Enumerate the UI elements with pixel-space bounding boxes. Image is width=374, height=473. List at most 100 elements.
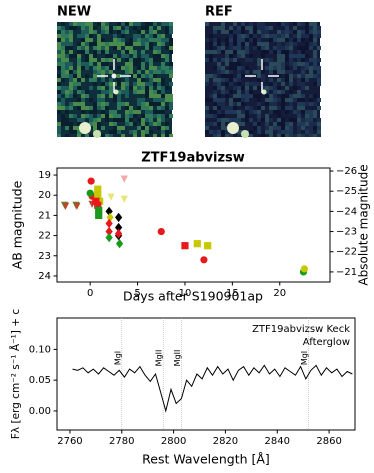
pixel (145, 58, 149, 62)
pixel (237, 94, 241, 98)
pixel (289, 46, 293, 50)
pixel (109, 66, 113, 70)
data-point (181, 242, 189, 250)
x-tick-label: 0 (87, 288, 93, 299)
pixel (141, 102, 145, 106)
x-tick-label: 5 (134, 288, 140, 299)
pixel (249, 34, 253, 38)
pixel (85, 30, 89, 34)
pixel (69, 126, 73, 130)
pixel (213, 114, 217, 118)
pixel (165, 106, 169, 110)
y2-tick-label: −25 (336, 186, 357, 197)
pixel (297, 102, 301, 106)
pixel (145, 86, 149, 90)
pixel (61, 66, 65, 70)
pixel (309, 74, 313, 78)
pixel (137, 82, 141, 86)
pixel (97, 50, 101, 54)
pixel (157, 106, 161, 110)
pixel (161, 38, 165, 42)
pixel (69, 54, 73, 58)
pixel (225, 30, 229, 34)
pixel (57, 82, 61, 86)
pixel (213, 50, 217, 54)
pixel (233, 110, 237, 114)
pixel (73, 82, 77, 86)
pixel (137, 102, 141, 106)
pixel (69, 34, 73, 38)
data-point (105, 226, 113, 237)
y2-tick-label: −24 (336, 206, 357, 217)
pixel (309, 110, 313, 114)
pixel (133, 50, 137, 54)
pixel (273, 106, 277, 110)
pixel (257, 110, 261, 114)
data-point (87, 177, 95, 185)
pixel (141, 74, 145, 78)
pixel (217, 102, 221, 106)
pixel (101, 82, 105, 86)
pixel (205, 114, 209, 118)
pixel (169, 114, 173, 118)
pixel (213, 106, 217, 110)
pixel (85, 54, 89, 58)
pixel (289, 70, 293, 74)
pixel (129, 130, 133, 134)
pixel (297, 82, 301, 86)
pixel (145, 94, 149, 98)
pixel (141, 62, 145, 66)
pixel (261, 86, 265, 90)
pixel (117, 38, 121, 42)
pixel (141, 82, 145, 86)
pixel (77, 90, 81, 94)
pixel (153, 102, 157, 106)
pixel (85, 34, 89, 38)
pixel (241, 50, 245, 54)
pixel (169, 98, 173, 102)
pixel (165, 122, 169, 126)
pixel (77, 34, 81, 38)
x-tick-label: 2840 (265, 436, 290, 447)
pixel (313, 126, 317, 130)
pixel (117, 106, 121, 110)
y-tick-label: 20 (38, 190, 51, 201)
pixel (249, 26, 253, 30)
pixel (261, 78, 265, 82)
pixel (313, 54, 317, 58)
source (241, 130, 249, 138)
pixel (237, 38, 241, 42)
pixel (305, 30, 309, 34)
pixel (61, 26, 65, 30)
pixel (317, 34, 321, 38)
pixel (157, 34, 161, 38)
pixel (285, 106, 289, 110)
pixel (277, 62, 281, 66)
pixel (277, 114, 281, 118)
pixel (281, 82, 285, 86)
pixel (281, 62, 285, 66)
y-tick-label: 0.10 (29, 344, 51, 355)
pixel (61, 98, 65, 102)
pixel (241, 38, 245, 42)
pixel (253, 110, 257, 114)
pixel (285, 122, 289, 126)
pixel (297, 34, 301, 38)
pixel (89, 42, 93, 46)
pixel (133, 42, 137, 46)
pixel (105, 22, 109, 26)
pixel (289, 98, 293, 102)
pixel (125, 50, 129, 54)
pixel (233, 102, 237, 106)
pixel (153, 98, 157, 102)
pixel (129, 38, 133, 42)
pixel (289, 30, 293, 34)
y-tick-label: 19 (38, 170, 51, 181)
pixel (301, 106, 305, 110)
pixel (309, 130, 313, 134)
pixel (269, 26, 273, 30)
pixel (129, 110, 133, 114)
pixel (313, 102, 317, 106)
pixel (161, 106, 165, 110)
pixel (137, 62, 141, 66)
